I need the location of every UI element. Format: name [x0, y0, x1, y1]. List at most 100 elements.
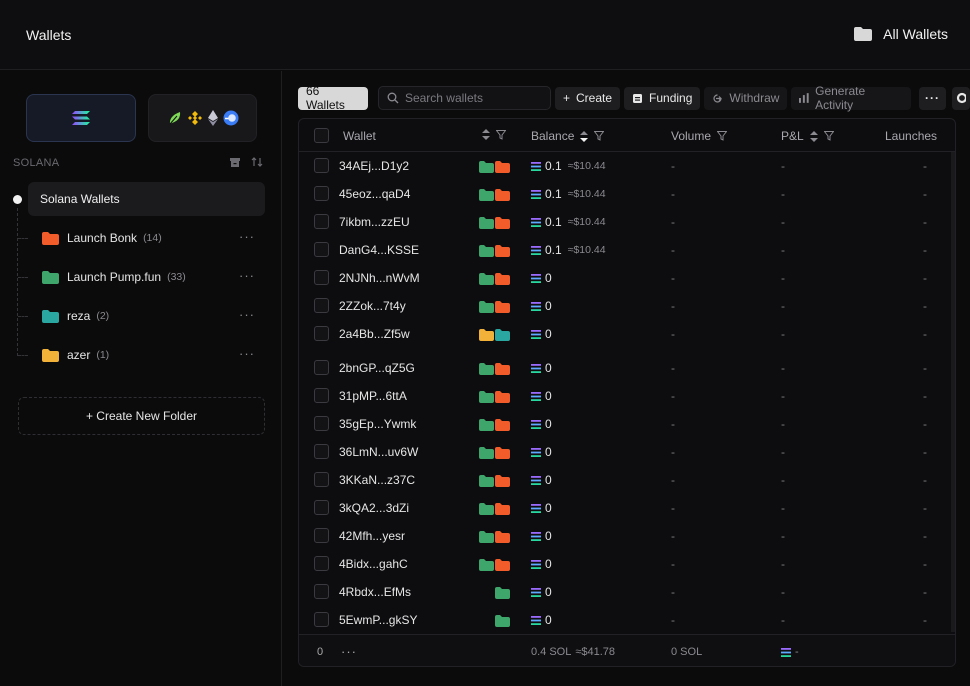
row-checkbox[interactable]	[314, 326, 329, 341]
row-checkbox[interactable]	[314, 388, 329, 403]
row-checkbox[interactable]	[314, 472, 329, 487]
wallet-address[interactable]: 2NJNh...nWvM	[339, 271, 420, 285]
chain-tab-other[interactable]	[148, 94, 257, 142]
wallet-address[interactable]: 5EwmP...gkSY	[339, 613, 418, 627]
folder-menu-icon[interactable]: ···	[239, 229, 255, 244]
col-launches[interactable]: Launches	[885, 129, 938, 143]
table-row[interactable]: 42Mfh...yesr 0 - - -	[299, 522, 955, 550]
table-row[interactable]: 31pMP...6ttA 0 - - -	[299, 382, 955, 410]
row-checkbox[interactable]	[314, 242, 329, 257]
filter-icon[interactable]	[496, 129, 506, 140]
wallet-address[interactable]: DanG4...KSSE	[339, 243, 420, 257]
row-checkbox[interactable]	[314, 528, 329, 543]
table-row[interactable]: 2a4Bb...Zf5w 0 - - -	[299, 320, 955, 348]
chain-tab-solana[interactable]	[26, 94, 136, 142]
folder-menu-icon[interactable]: ···	[239, 307, 255, 322]
filter-icon[interactable]	[717, 131, 728, 141]
row-checkbox[interactable]	[314, 270, 329, 285]
table-row[interactable]: 35gEp...Ywmk 0 - - -	[299, 410, 955, 438]
table-row[interactable]: 45eoz...qaD4 0.1 ≈$10.44 - - -	[299, 180, 955, 208]
wallet-pnl: -	[781, 271, 785, 285]
search-box[interactable]	[377, 86, 551, 110]
wallet-volume: -	[671, 299, 675, 313]
wallet-address[interactable]: 45eoz...qaD4	[339, 187, 411, 201]
settings-button[interactable]	[952, 86, 970, 110]
wallet-launches: -	[923, 159, 927, 173]
folder-count: (33)	[167, 271, 186, 283]
sort-icon[interactable]	[809, 130, 818, 142]
row-checkbox[interactable]	[314, 158, 329, 173]
folder-azer[interactable]: azer (1) ···	[18, 340, 265, 370]
row-checkbox[interactable]	[314, 500, 329, 515]
wallet-address[interactable]: 3kQA2...3dZi	[339, 501, 410, 515]
wallet-volume: -	[671, 613, 675, 627]
col-balance[interactable]: Balance	[531, 129, 605, 143]
row-checkbox[interactable]	[314, 186, 329, 201]
create-button[interactable]: + Create	[554, 86, 621, 110]
solana-icon	[531, 419, 541, 429]
sort-desc-icon[interactable]	[580, 130, 589, 142]
table-row[interactable]: 3kQA2...3dZi 0 - - -	[299, 494, 955, 522]
row-checkbox[interactable]	[314, 416, 329, 431]
solana-icon	[531, 475, 541, 485]
search-input[interactable]	[404, 91, 545, 105]
sidebar-item-solana-wallets[interactable]: Solana Wallets	[28, 182, 265, 216]
funding-button[interactable]: Funding	[624, 86, 701, 110]
wallet-address[interactable]: 4Rbdx...EfMs	[339, 585, 412, 599]
archive-icon[interactable]	[229, 156, 241, 168]
wallet-address[interactable]: 42Mfh...yesr	[339, 529, 406, 543]
generate-activity-button[interactable]: Generate Activity	[791, 84, 911, 112]
row-checkbox[interactable]	[314, 584, 329, 599]
wallet-address[interactable]: 4Bidx...gahC	[339, 557, 408, 571]
folder-menu-icon[interactable]: ···	[239, 346, 255, 361]
wallet-volume: -	[671, 501, 675, 515]
all-wallets-button[interactable]: All Wallets	[853, 26, 948, 42]
wallet-address[interactable]: 31pMP...6ttA	[339, 389, 407, 403]
filter-icon[interactable]	[594, 131, 605, 141]
table-row[interactable]: 2ZZok...7t4y 0 - - -	[299, 292, 955, 320]
sort-icon[interactable]	[251, 156, 263, 168]
wallet-address[interactable]: 34AEj...D1y2	[339, 159, 410, 173]
wallet-address[interactable]: 7ikbm...zzEU	[339, 215, 410, 229]
table-row[interactable]: 4Bidx...gahC 0 - - -	[299, 550, 955, 578]
row-checkbox[interactable]	[314, 556, 329, 571]
table-row[interactable]: 2bnGP...qZ5G 0 - - -	[299, 354, 955, 382]
row-checkbox[interactable]	[314, 298, 329, 313]
select-all-checkbox[interactable]	[314, 128, 329, 143]
row-checkbox[interactable]	[314, 612, 329, 627]
table-row[interactable]: 2NJNh...nWvM 0 - - -	[299, 264, 955, 292]
wallet-address[interactable]: 2a4Bb...Zf5w	[339, 327, 410, 341]
row-checkbox[interactable]	[314, 444, 329, 459]
table-row[interactable]: 5EwmP...gkSY 0 - - -	[299, 606, 955, 634]
solana-icon	[531, 273, 541, 283]
wallet-count-badge[interactable]: 66 Wallets	[298, 84, 368, 112]
withdraw-button[interactable]: Withdraw	[704, 86, 788, 110]
wallet-address[interactable]: 36LmN...uv6W	[339, 445, 419, 459]
col-wallet[interactable]: Wallet	[343, 129, 376, 143]
wallet-address[interactable]: 2bnGP...qZ5G	[339, 361, 415, 375]
wallet-address[interactable]: 2ZZok...7t4y	[339, 299, 406, 313]
row-checkbox[interactable]	[314, 360, 329, 375]
wallet-address[interactable]: 3KKaN...z37C	[339, 473, 416, 487]
footer-more-icon[interactable]: ···	[341, 644, 357, 659]
create-folder-button[interactable]: + Create New Folder	[18, 397, 265, 435]
table-row[interactable]: DanG4...KSSE 0.1 ≈$10.44 - - -	[299, 236, 955, 264]
folder-launch-bonk[interactable]: Launch Bonk (14) ···	[18, 223, 265, 253]
table-row[interactable]: 36LmN...uv6W 0 - - -	[299, 438, 955, 466]
folder-menu-icon[interactable]: ···	[239, 268, 255, 283]
wallet-address[interactable]: 35gEp...Ywmk	[339, 417, 417, 431]
folder-launch-pumpfun[interactable]: Launch Pump.fun (33) ···	[18, 262, 265, 292]
sort-icon[interactable]	[482, 129, 490, 140]
table-row[interactable]: 4Rbdx...EfMs 0 - - -	[299, 578, 955, 606]
folder-reza[interactable]: reza (2) ···	[18, 301, 265, 331]
table-row[interactable]: 3KKaN...z37C 0 - - -	[299, 466, 955, 494]
more-button[interactable]: ···	[919, 86, 946, 110]
col-pnl[interactable]: P&L	[781, 129, 834, 143]
row-checkbox[interactable]	[314, 214, 329, 229]
table-row[interactable]: 7ikbm...zzEU 0.1 ≈$10.44 - - -	[299, 208, 955, 236]
col-volume[interactable]: Volume	[671, 129, 728, 143]
vertical-scrollbar[interactable]	[951, 152, 955, 632]
filter-icon[interactable]	[823, 131, 834, 141]
folder-name: azer	[67, 348, 91, 362]
table-row[interactable]: 34AEj...D1y2 0.1 ≈$10.44 - - -	[299, 152, 955, 180]
